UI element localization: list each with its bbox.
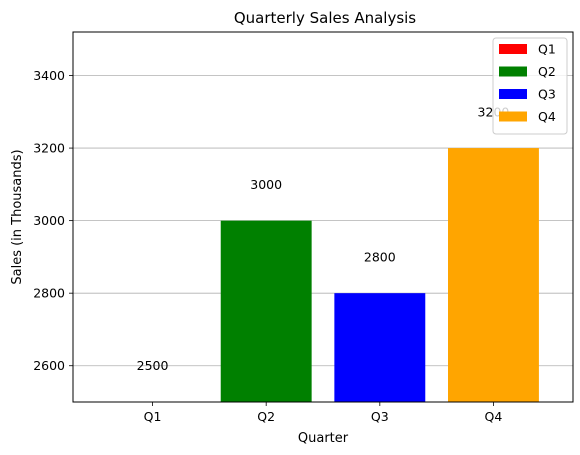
plot-frame xyxy=(72,31,574,403)
y-axis: 2600 2800 3000 3200 3400 xyxy=(33,68,73,373)
y-tick-label: 2600 xyxy=(33,358,65,373)
data-label: 3000 xyxy=(250,177,282,192)
bars xyxy=(220,148,539,402)
y-axis-label: Sales (in Thousands) xyxy=(10,149,25,284)
legend: Q1 Q2 Q3 Q4 xyxy=(492,37,568,135)
chart-title: Quarterly Sales Analysis xyxy=(234,9,416,27)
x-tick-label: Q3 xyxy=(371,409,389,424)
legend-box xyxy=(492,37,568,135)
x-tick-label: Q4 xyxy=(485,409,503,424)
x-axis: Q1 Q2 Q3 Q4 xyxy=(144,402,503,424)
legend-label: Q4 xyxy=(538,109,556,124)
bar-q3 xyxy=(334,293,426,402)
x-tick-label: Q1 xyxy=(144,409,162,424)
x-tick-label: Q2 xyxy=(257,409,275,424)
y-tick-label: 3400 xyxy=(33,68,65,83)
legend-swatch xyxy=(499,66,527,77)
legend-label: Q2 xyxy=(538,64,556,79)
data-label: 2500 xyxy=(137,358,169,373)
bar-q4 xyxy=(448,148,539,402)
y-tick-label: 3000 xyxy=(33,213,65,228)
y-tick-label: 2800 xyxy=(33,286,65,301)
data-label: 2800 xyxy=(364,249,396,264)
y-tick-label: 3200 xyxy=(33,141,65,156)
bar-q2 xyxy=(220,220,312,402)
legend-swatch xyxy=(499,111,527,122)
legend-label: Q3 xyxy=(538,87,556,102)
legend-swatch xyxy=(499,89,527,99)
legend-swatch xyxy=(499,44,527,54)
x-axis-label: Quarter xyxy=(298,431,349,446)
legend-label: Q1 xyxy=(538,42,556,57)
